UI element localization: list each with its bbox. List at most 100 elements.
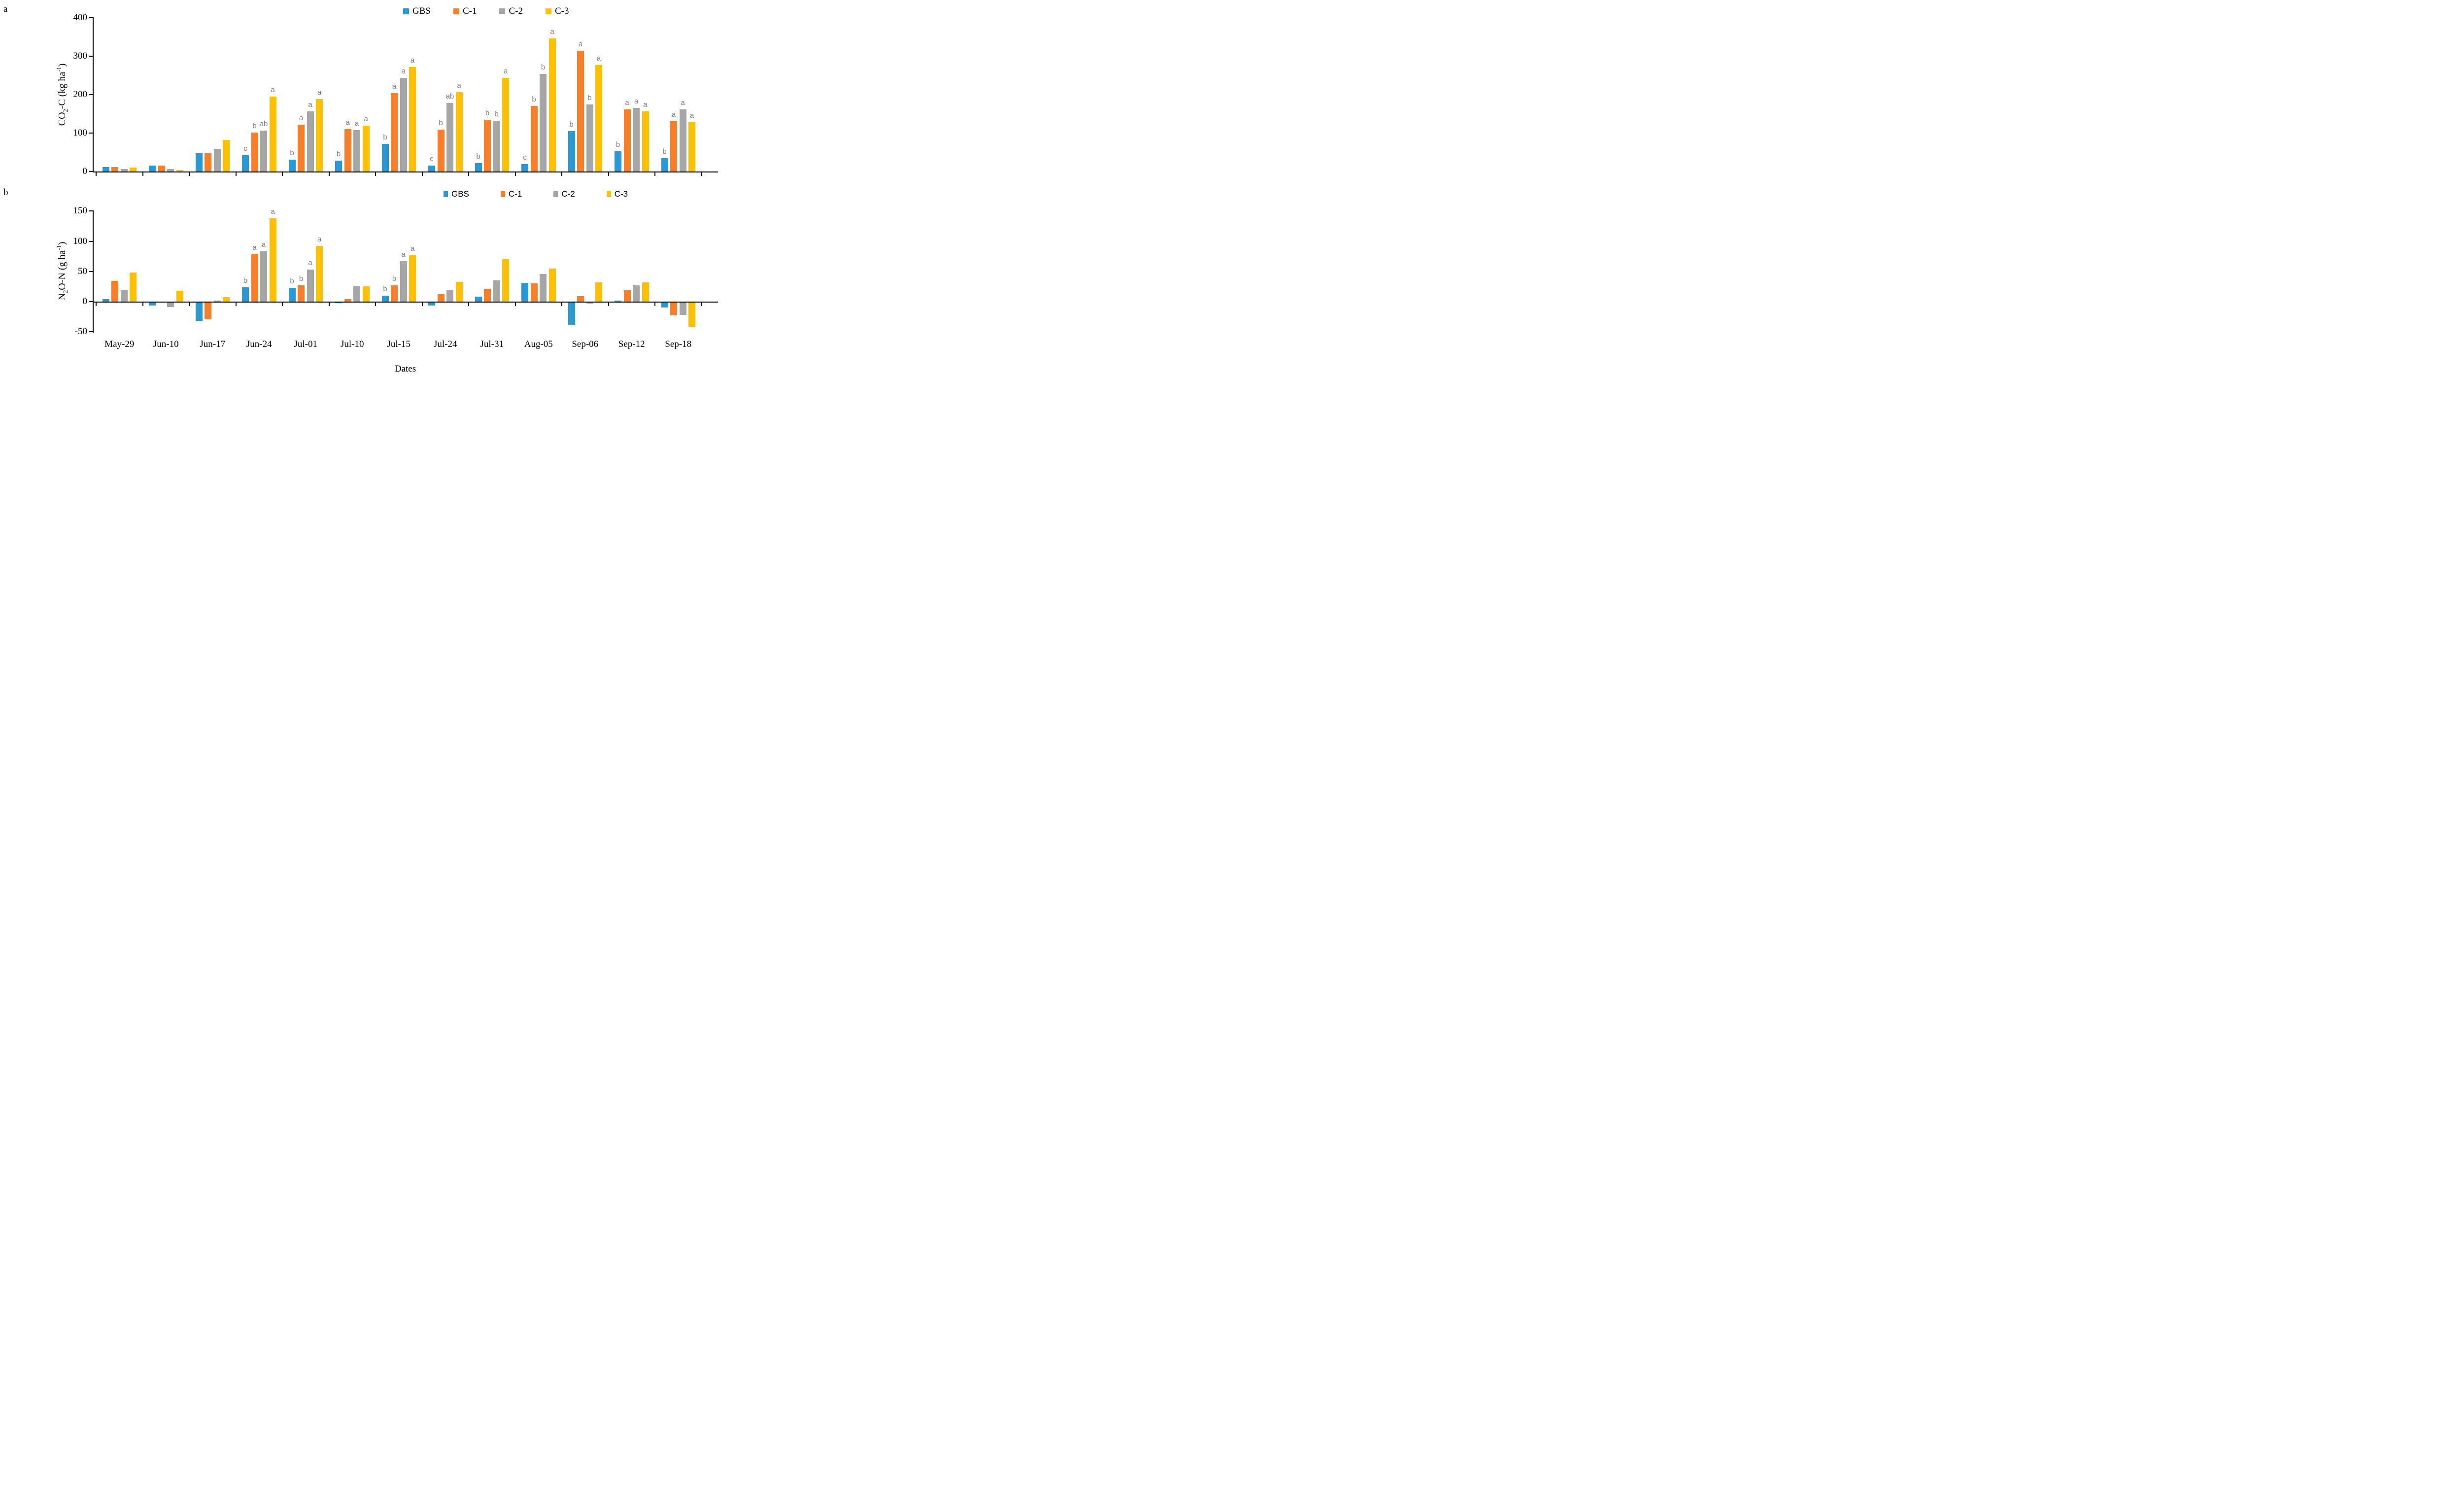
panel-a-letter: a	[3, 4, 8, 14]
x-tick	[654, 302, 655, 306]
legend-label: C-1	[508, 189, 522, 199]
bar-c-3	[316, 246, 323, 302]
sig-letter: b	[476, 152, 480, 161]
x-tick	[142, 302, 143, 306]
bar-c-1	[670, 303, 677, 315]
bar-c-1	[484, 289, 491, 302]
bar-c-1	[530, 106, 538, 171]
x-tick	[421, 302, 423, 306]
bar-gbs	[521, 164, 528, 171]
x-axis-b	[93, 302, 718, 303]
legend-swatch-c-3	[545, 8, 551, 14]
bar-gbs	[521, 283, 528, 302]
x-tick	[701, 302, 702, 306]
x-tick	[235, 171, 237, 176]
x-axis-a	[93, 171, 718, 172]
bar-c-1	[298, 124, 305, 171]
y-tick	[89, 171, 94, 172]
bar-gbs	[288, 159, 296, 171]
bar-c-1	[670, 121, 677, 171]
bar-c-3	[176, 170, 183, 171]
bar-gbs	[428, 303, 435, 306]
sig-letter: a	[643, 101, 648, 109]
y-tick-label: 0	[82, 296, 88, 307]
x-tick	[282, 171, 283, 176]
sig-letter: b	[290, 276, 294, 285]
x-tick	[608, 302, 609, 306]
bar-c-2	[493, 121, 500, 171]
sig-letter: ab	[445, 92, 454, 101]
legend-label: GBS	[451, 189, 469, 199]
sig-letter: a	[271, 207, 275, 216]
x-tick	[235, 302, 237, 306]
x-tick	[189, 171, 190, 176]
sig-letter: c	[523, 153, 527, 162]
sig-letter: a	[252, 243, 257, 252]
date-label: Jun-17	[200, 339, 226, 349]
x-tick	[189, 302, 190, 306]
bar-gbs	[381, 295, 389, 302]
panel-b-letter: b	[3, 187, 8, 198]
legend-swatch-c-3	[606, 191, 611, 197]
bar-c-3	[130, 168, 137, 171]
bar-c-3	[502, 77, 509, 171]
sig-letter: a	[457, 81, 461, 90]
bar-c-2	[260, 130, 267, 171]
bar-c-3	[130, 273, 137, 302]
bar-gbs	[149, 303, 156, 306]
bar-c-3	[548, 268, 556, 302]
bar-c-1	[484, 120, 491, 171]
bar-c-2	[213, 301, 221, 302]
bar-gbs	[195, 153, 203, 171]
bar-c-2	[353, 286, 360, 302]
bar-c-3	[409, 255, 416, 302]
date-label: Jul-10	[341, 339, 364, 349]
sig-letter: a	[401, 250, 406, 259]
bar-gbs	[475, 163, 482, 171]
y-tick-label: 150	[73, 205, 88, 216]
bar-c-2	[307, 111, 314, 171]
date-label: Jul-01	[294, 339, 318, 349]
legend-swatch-c-1	[453, 8, 459, 14]
bar-c-2	[586, 303, 593, 304]
legend-label: C-3	[614, 189, 628, 199]
bar-c-3	[269, 96, 276, 171]
bar-c-3	[362, 126, 370, 171]
bar-c-2	[540, 273, 547, 302]
date-label: Jul-15	[387, 339, 411, 349]
bar-c-3	[269, 218, 276, 302]
plot-area-a: 0 100 200 300 400 c b b b c b c b b b b a a a b b b a a a ab a a a ab…	[0, 0, 719, 376]
figure-co2-n2o-emissions: a b GBS C-1 C-2 C-3 GBS C-1 C-2 C-3 CO2-C (kg …	[0, 0, 719, 376]
bar-c-2	[493, 280, 500, 302]
bar-c-1	[344, 129, 351, 171]
sig-letter: b	[290, 148, 294, 157]
bar-c-3	[455, 92, 463, 171]
bar-gbs	[475, 297, 482, 302]
legend-item-gbs: GBS	[444, 189, 469, 199]
x-axis-title: Dates	[394, 364, 416, 374]
bar-gbs	[615, 300, 621, 302]
bar-c-1	[391, 93, 398, 171]
bar-c-2	[213, 148, 221, 171]
sig-letter: a	[578, 40, 583, 49]
x-tick	[654, 171, 655, 176]
bar-c-2	[167, 303, 174, 307]
bar-c-2	[307, 270, 314, 302]
bar-c-3	[409, 67, 416, 171]
bar-c-2	[586, 104, 593, 171]
x-tick	[96, 302, 97, 306]
x-tick	[468, 171, 469, 176]
x-tick	[375, 171, 376, 176]
legend-label: C-1	[462, 6, 477, 16]
x-tick	[142, 171, 143, 176]
sig-letter: a	[634, 97, 639, 105]
sig-letter: a	[354, 119, 359, 128]
bar-gbs	[288, 287, 296, 302]
bar-c-1	[205, 303, 211, 320]
bar-c-1	[251, 133, 258, 171]
sig-letter: a	[317, 235, 322, 244]
sig-letter: a	[401, 67, 406, 75]
bar-gbs	[242, 287, 249, 302]
sig-letter: b	[616, 140, 620, 149]
x-tick	[282, 302, 283, 306]
